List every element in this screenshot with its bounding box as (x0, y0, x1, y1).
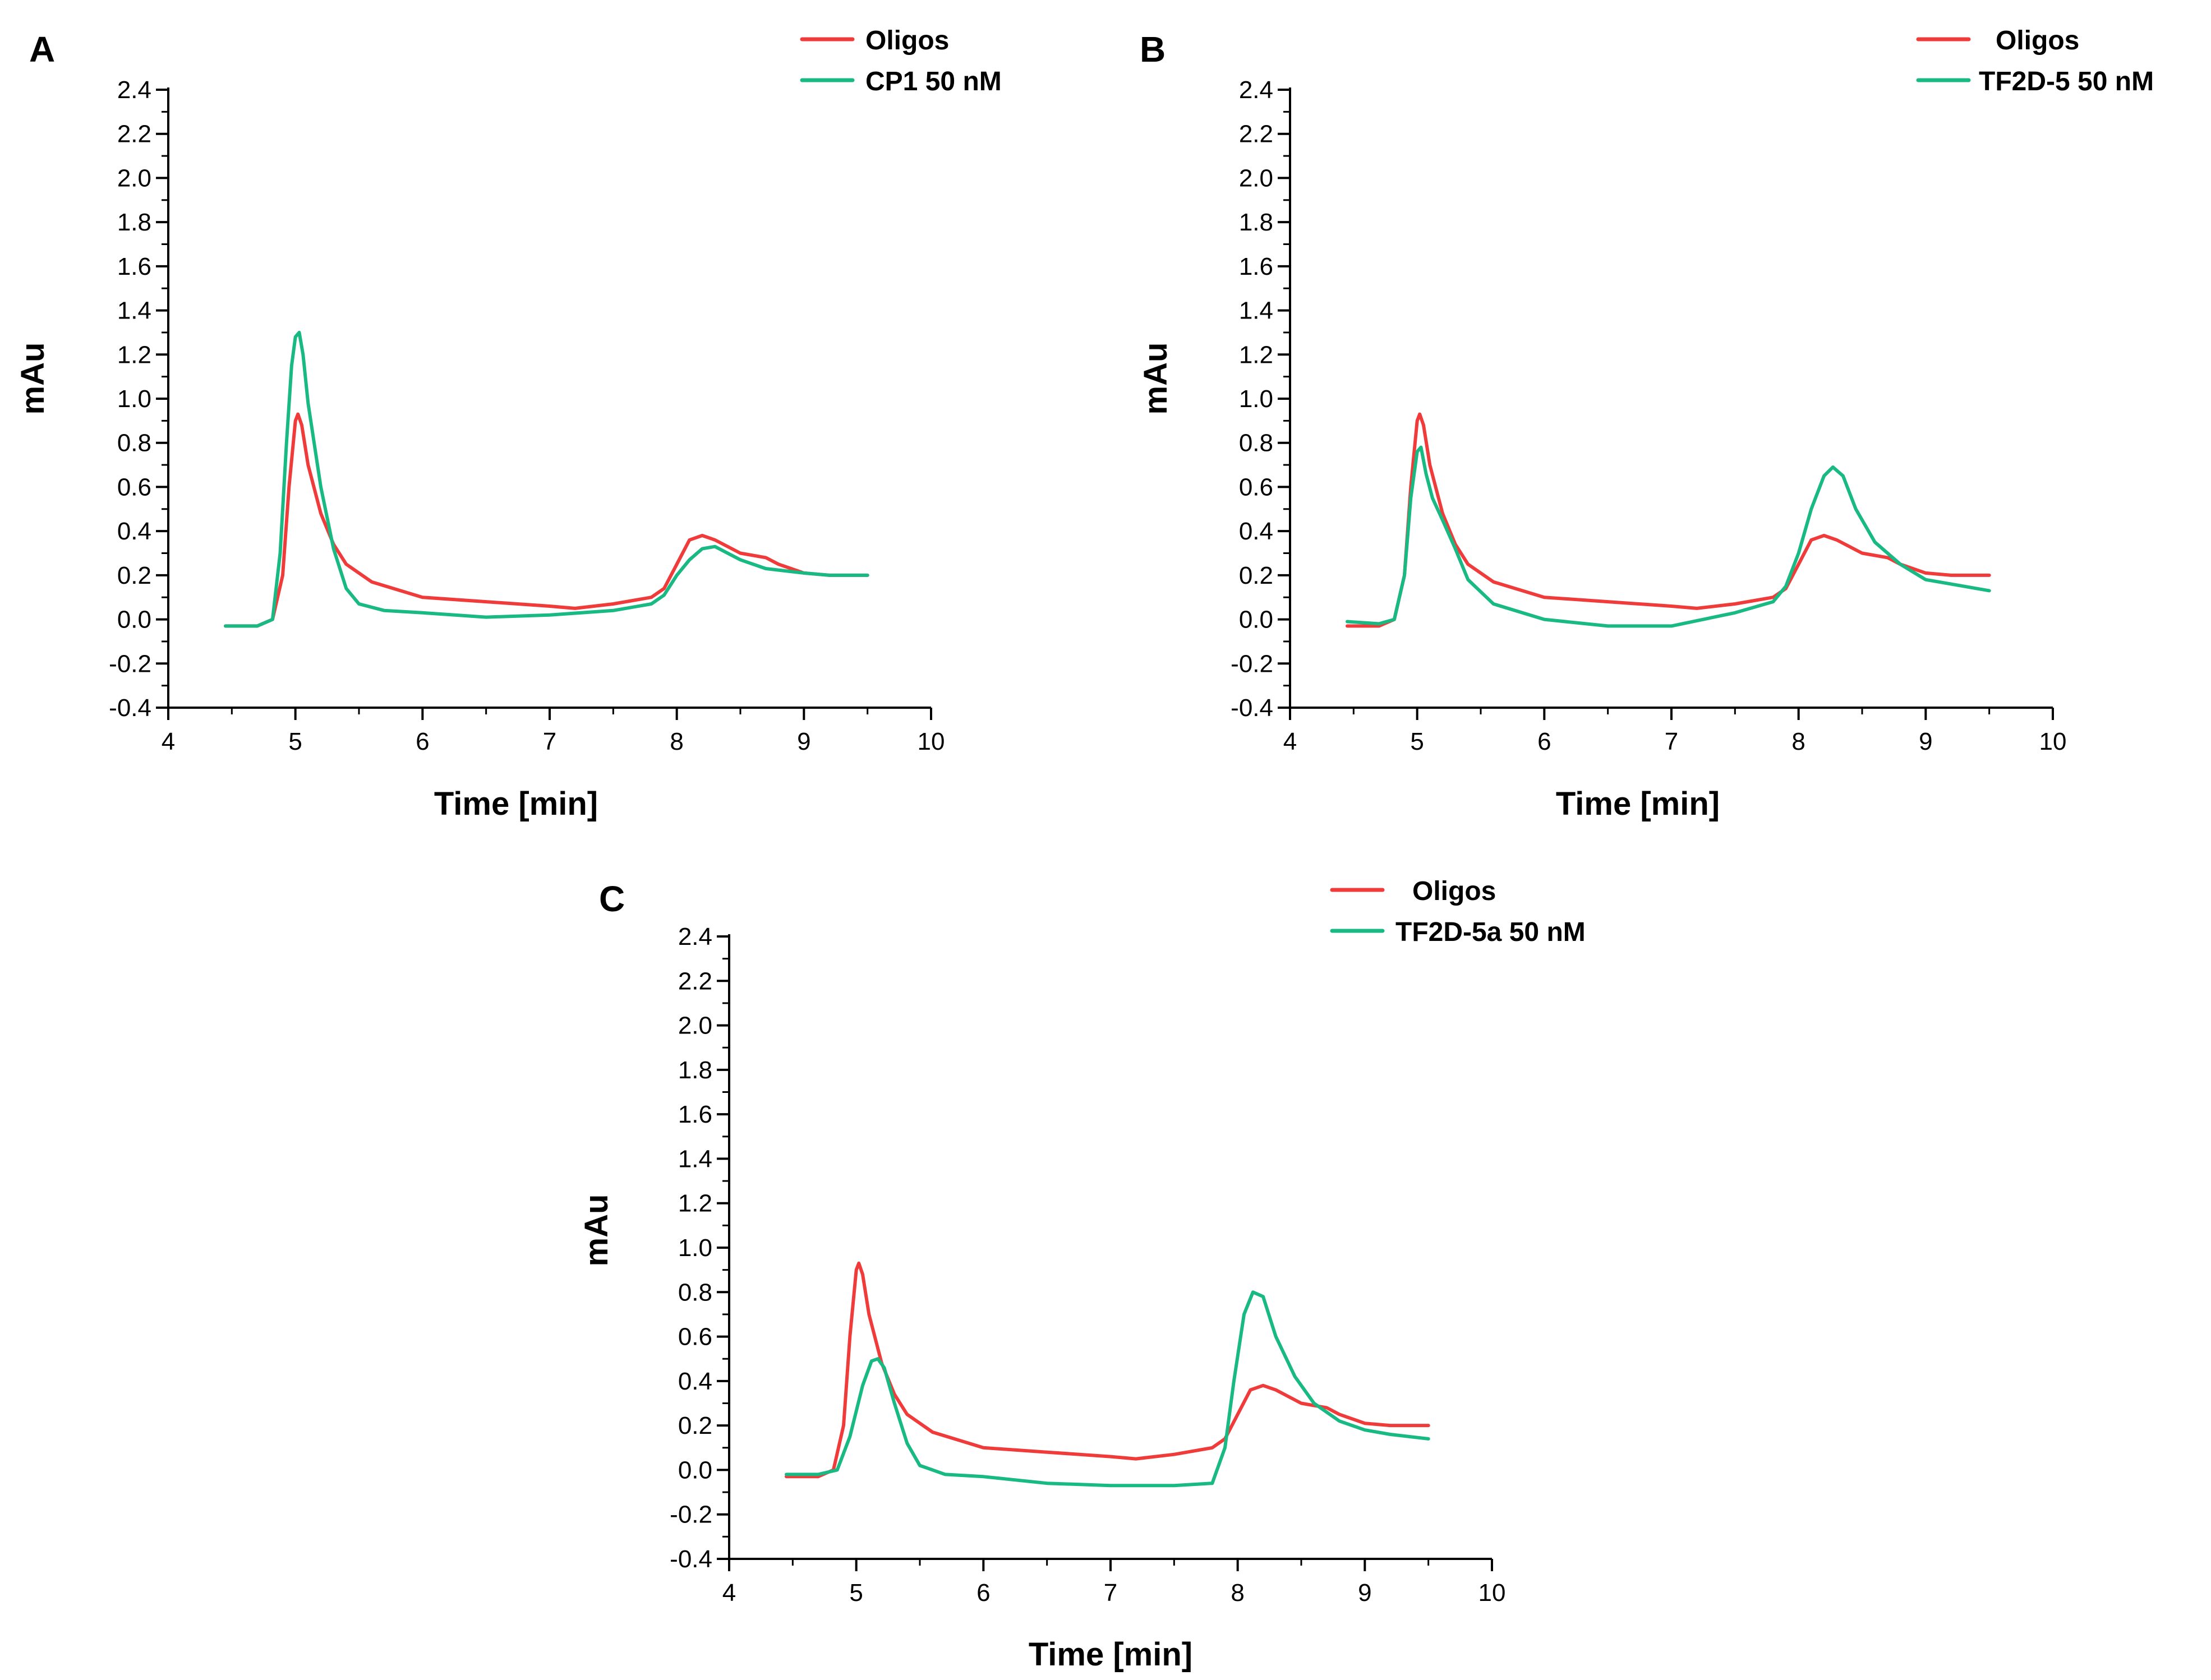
panel-b-x-tick-label: 9 (1919, 728, 1932, 755)
panel-c-y-tick-label: 1.0 (678, 1234, 712, 1262)
panel-c-y-tick-label: 0.4 (678, 1368, 712, 1395)
panel-c-legend-label-sample: TF2D-5a 50 nM (1395, 917, 1586, 947)
panel-a-y-axis-title: mAu (15, 343, 51, 415)
panel-b-series-sample-line (1346, 445, 1991, 628)
panel-b-y-tick-label: -0.4 (1231, 694, 1273, 722)
panel-a-legend-label-oligos: Oligos (865, 26, 949, 56)
panel-b-y-axis-title: mAu (1137, 343, 1174, 415)
panel-b-y-tick-label: 0.8 (1239, 430, 1273, 457)
panel-b-x-tick-label: 4 (1283, 728, 1297, 755)
panel-a-legend-label-sample: CP1 50 nM (865, 67, 1002, 96)
panel-b-y-tick-label: 2.4 (1239, 76, 1273, 104)
panel-c-legend: Oligos TF2D-5a 50 nM (1330, 876, 1586, 947)
panel-b-axes: 4 5 6 7 8 9 10 -0.4 -0.2 0.0 0.2 0.4 0.6 0.8 1.0 1.2 1.4… (1231, 76, 2066, 755)
panel-b-y-tick-label: -0.2 (1231, 650, 1273, 677)
panel-a-legend: Oligos CP1 50 nM (800, 26, 1002, 96)
panel-c-y-tick-label: 0.0 (678, 1456, 712, 1484)
panel-b-y-tick-label: 0.4 (1239, 518, 1273, 545)
panel-b: B 4 5 6 7 8 9 10 -0.4 -0.2 0.0 0.2 0.4 0.6 0.8 1.0 1.2 1… (1137, 26, 2154, 822)
panel-c-y-tick-label: -0.4 (670, 1545, 712, 1573)
panel-b-y-tick-label: 1.8 (1239, 209, 1273, 236)
panel-b-x-tick-label: 5 (1410, 728, 1424, 755)
panel-c-y-tick-label: 2.0 (678, 1012, 712, 1040)
panel-c-x-tick-label: 5 (849, 1579, 863, 1607)
panel-a-x-tick-label: 5 (288, 728, 302, 755)
panel-c-x-tick-label: 6 (976, 1579, 990, 1607)
panel-c-y-tick-label: 0.2 (678, 1412, 712, 1439)
panel-b-y-tick-label: 1.4 (1239, 297, 1273, 325)
panel-a-series-oligos-line (224, 412, 869, 628)
panel-a-y-tick-label: 2.0 (117, 164, 151, 192)
panel-a-series-sample-line (224, 330, 869, 628)
panel-b-x-axis-title: Time [min] (1556, 786, 1720, 822)
panel-c-axes: 4 5 6 7 8 9 10 -0.4 -0.2 0.0 0.2 0.4 0.6 0.8 1.0 1.2 1.4… (670, 923, 1505, 1607)
panel-a-axes: 4 5 6 7 8 9 10 -0.4 -0.2 0.0 0.2 0.4 0.6 0.8 1.0 1.2 1.4… (109, 76, 945, 755)
panel-c-series-oligos-line (785, 1261, 1430, 1479)
panel-b-y-tick-label: 2.2 (1239, 121, 1273, 148)
panel-b-x-tick-label: 6 (1537, 728, 1551, 755)
panel-a-x-tick-label: 8 (670, 728, 683, 755)
panel-c-x-tick-label: 4 (722, 1579, 736, 1607)
panel-b-x-tick-label: 10 (2039, 728, 2067, 755)
panel-c-y-axis-title: mAu (578, 1194, 615, 1267)
panel-b-y-tick-label: 0.0 (1239, 606, 1273, 634)
panel-a-y-tick-label: -0.2 (109, 650, 151, 677)
panel-a-y-tick-label: 0.8 (117, 430, 151, 457)
panel-a-y-tick-label: 2.2 (117, 121, 151, 148)
panel-a-x-tick-label: 6 (416, 728, 429, 755)
panel-c-y-tick-label: 1.4 (678, 1145, 712, 1173)
panel-c-y-tick-label: 0.6 (678, 1323, 712, 1351)
panel-a-x-tick-label: 9 (797, 728, 810, 755)
panel-a-y-tick-label: -0.4 (109, 694, 151, 722)
panel-c-x-axis-title: Time [min] (1029, 1636, 1192, 1673)
panel-c-y-tick-label: 0.8 (678, 1279, 712, 1306)
panel-c: C 4 5 6 7 8 9 10 -0.4 -0.2 0.0 0.2 0.4 0.6 0.8 1.0 1.2 1… (578, 876, 1586, 1673)
panel-c-x-tick-label: 7 (1104, 1579, 1117, 1607)
panel-b-y-tick-label: 0.2 (1239, 562, 1273, 589)
panel-b-legend: Oligos TF2D-5 50 nM (1916, 26, 2154, 96)
panel-b-series-oligos-line (1346, 412, 1991, 628)
panel-letter-c: C (599, 879, 625, 919)
panel-a-x-tick-label: 7 (543, 728, 556, 755)
panel-a-x-tick-label: 4 (162, 728, 175, 755)
panel-a-y-tick-label: 0.2 (117, 562, 151, 589)
panel-a-x-tick-label: 10 (918, 728, 945, 755)
panel-c-x-tick-label: 9 (1358, 1579, 1371, 1607)
panel-b-x-tick-label: 8 (1791, 728, 1805, 755)
panel-b-legend-label-sample: TF2D-5 50 nM (1979, 67, 2154, 96)
panel-a-y-tick-label: 0.4 (117, 518, 151, 545)
panel-b-x-tick-label: 7 (1665, 728, 1678, 755)
panel-b-legend-label-oligos: Oligos (1996, 26, 2079, 56)
panel-b-y-tick-label: 1.6 (1239, 253, 1273, 280)
panel-b-y-tick-label: 1.2 (1239, 341, 1273, 368)
panel-c-y-tick-label: 1.8 (678, 1056, 712, 1084)
panel-a-y-tick-label: 1.0 (117, 385, 151, 413)
panel-c-x-tick-label: 8 (1231, 1579, 1244, 1607)
panel-c-y-tick-label: -0.2 (670, 1501, 712, 1529)
panel-a: A 4 5 6 7 8 9 10 -0.4 -0.2 0.0 0.2 0.4 0.6 0.8 1.0 1.2 1… (15, 26, 1002, 822)
panel-a-y-tick-label: 1.8 (117, 209, 151, 236)
panel-a-y-tick-label: 0.0 (117, 606, 151, 634)
panel-c-y-tick-label: 1.6 (678, 1101, 712, 1128)
panel-c-y-tick-label: 2.2 (678, 967, 712, 995)
panel-c-legend-label-oligos: Oligos (1412, 876, 1496, 906)
panel-b-y-tick-label: 0.6 (1239, 473, 1273, 501)
panel-a-x-axis-title: Time [min] (434, 786, 598, 822)
panel-c-x-tick-label: 10 (1478, 1579, 1506, 1607)
panel-c-series-sample-line (785, 1290, 1430, 1488)
panel-letter-a: A (29, 29, 55, 70)
panel-c-y-tick-label: 2.4 (678, 923, 712, 950)
panel-a-y-tick-label: 2.4 (117, 76, 151, 104)
panel-letter-b: B (1140, 29, 1166, 70)
panel-b-y-tick-label: 1.0 (1239, 385, 1273, 413)
panel-c-y-tick-label: 1.2 (678, 1190, 712, 1217)
panel-b-y-tick-label: 2.0 (1239, 164, 1273, 192)
panel-a-y-tick-label: 0.6 (117, 473, 151, 501)
panel-a-y-tick-label: 1.2 (117, 341, 151, 368)
panel-a-y-tick-label: 1.6 (117, 253, 151, 280)
panel-a-y-tick-label: 1.4 (117, 297, 151, 325)
